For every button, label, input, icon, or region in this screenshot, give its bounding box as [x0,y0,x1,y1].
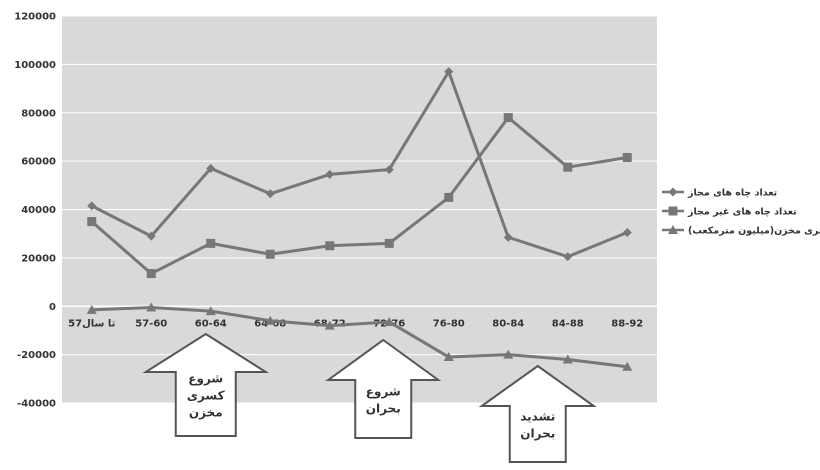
annotation-label: تشدید [520,410,555,424]
data-point [265,189,275,199]
data-point [503,232,513,242]
annotation-arrow [325,338,442,439]
data-point [325,169,335,179]
data-point [87,201,97,211]
legend-label: (میلیون مترمکعب)کسری مخزن [688,226,820,237]
data-point [384,238,394,248]
x-tick-label: 76-80 [433,318,465,329]
annotation-label: شروع [188,371,223,386]
data-point [146,302,157,312]
x-tick-label: 57-60 [135,318,167,329]
data-point [146,231,156,241]
data-point [384,316,395,326]
data-point [503,113,513,123]
data-point [325,241,335,251]
x-tick-label: 84-88 [552,318,584,329]
y-tick-label: 60000 [21,157,56,168]
y-tick-label: -20000 [17,350,56,361]
legend-marker [668,187,678,197]
data-point [324,320,335,330]
x-tick-label: 80-84 [492,318,524,329]
data-point [503,349,514,359]
annotation-arrow [142,332,270,437]
y-tick-label: 100000 [14,60,56,71]
data-point [563,252,573,262]
y-tick-label: 0 [49,302,56,313]
data-point [205,306,216,316]
series-line-1 [91,70,628,259]
annotation-label: مخزن [189,405,223,419]
x-tick-label: 60-64 [195,318,227,329]
data-point [206,238,216,248]
y-tick-label: 20000 [21,253,56,264]
data-point [146,269,156,279]
data-point [87,217,97,227]
data-point [444,192,454,202]
data-point [86,304,97,314]
data-point [622,361,633,371]
x-tick-label: 57تا سال [68,318,115,329]
annotation-label: شروع [366,385,401,400]
x-tick-label: 88-92 [611,318,643,329]
data-point [443,352,454,362]
y-tick-label: 80000 [21,108,56,119]
data-point [265,249,275,259]
annotation-label: بحران [520,427,555,441]
data-point [444,67,454,77]
y-tick-label: 40000 [21,205,56,216]
legend-marker [668,225,678,234]
data-point [622,227,632,237]
data-point [384,165,394,175]
annotation-label: بحران [366,402,401,416]
y-tick-label: -40000 [17,399,56,410]
legend-label: تعداد چاه های غیر مجاز [687,207,797,218]
data-point [206,163,216,173]
annotation-label: کسری [187,388,225,402]
legend-label: تعداد چاه های مجاز [687,188,777,199]
legend-marker [668,206,678,216]
y-tick-label: 120000 [14,12,56,23]
data-point [622,152,632,162]
series-line-2 [90,116,628,276]
data-point [265,315,276,325]
annotation-arrow [478,364,597,463]
data-point [563,162,573,172]
series-line-3 [91,305,628,369]
data-point [562,354,573,364]
